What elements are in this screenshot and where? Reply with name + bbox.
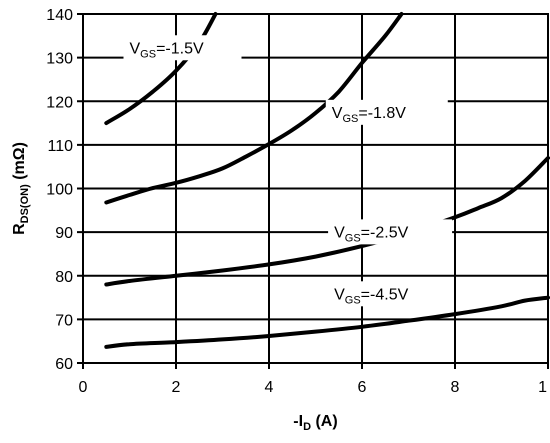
y-tick-label: 90: [55, 225, 73, 242]
x-tick-label: 2: [172, 379, 181, 396]
series-label: VGS=-2.5V: [334, 224, 408, 244]
y-tick-label: 80: [55, 269, 73, 286]
series-line: [104, 156, 550, 287]
x-tick-label: 4: [265, 379, 274, 396]
series-label-suffix: =-1.8V: [358, 105, 406, 122]
series-label: VGS=-4.5V: [334, 286, 408, 306]
series-label-subscript: GS: [342, 113, 358, 125]
series-label: VGS=-1.5V: [130, 40, 204, 60]
x-axis-title-subscript: D: [303, 421, 311, 433]
y-tick-label: 140: [46, 7, 73, 24]
x-axis-title-prefix: -I: [293, 413, 303, 430]
y-tick-label: 60: [55, 356, 73, 373]
y-tick-label: 120: [46, 94, 73, 111]
series-label-suffix: =-2.5V: [361, 224, 409, 241]
y-axis-title-prefix: R: [11, 223, 28, 235]
series-label-suffix: =-4.5V: [361, 286, 409, 303]
x-tick-label: 8: [451, 379, 460, 396]
series-label-prefix: V: [130, 40, 141, 57]
y-tick-label: 100: [46, 182, 73, 199]
series-label-background: [328, 281, 453, 307]
x-axis-title: -ID (A): [293, 413, 337, 433]
series-label-suffix: =-1.5V: [156, 40, 204, 57]
series-line: [104, 12, 218, 126]
y-tick-label: 70: [55, 312, 73, 329]
y-axis-title-suffix: (mΩ): [11, 142, 28, 184]
series-label-background: [325, 99, 448, 125]
series-label-subscript: GS: [140, 48, 156, 60]
series-line: [104, 12, 404, 205]
x-axis-title-suffix: (A): [311, 413, 338, 430]
series-label-prefix: V: [334, 286, 345, 303]
series-label-subscript: GS: [345, 232, 361, 244]
curves: [104, 12, 550, 349]
y-axis-title-subscript: DS(ON): [19, 184, 31, 223]
series-label: VGS=-1.8V: [332, 105, 406, 125]
series-label-background: [123, 35, 242, 61]
series-label-prefix: V: [332, 105, 343, 122]
series-label-background: [328, 219, 453, 245]
x-tick-label: 6: [358, 379, 367, 396]
plot-area-frame: [82, 13, 549, 364]
series-label-prefix: V: [334, 224, 345, 241]
series-line: [104, 295, 550, 349]
series-label-subscript: GS: [345, 294, 361, 306]
x-tick-label: 0: [79, 379, 88, 396]
x-tick-label: 1: [538, 379, 547, 396]
ticks: 60 70 80 90 100 110 120 130 140 0 2 4 6 8 1: [46, 7, 549, 396]
y-tick-label: 110: [47, 138, 73, 155]
y-axis-title: RDS(ON) (mΩ): [11, 142, 31, 235]
y-tick-label: 130: [46, 51, 73, 68]
